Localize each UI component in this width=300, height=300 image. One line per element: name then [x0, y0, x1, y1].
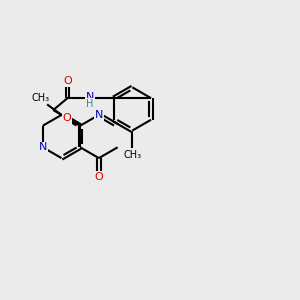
Text: CH₃: CH₃ — [32, 93, 50, 103]
Text: N: N — [86, 92, 94, 102]
Text: O: O — [63, 76, 72, 86]
Text: CH₃: CH₃ — [123, 149, 141, 160]
Text: O: O — [94, 172, 103, 182]
Text: N: N — [39, 142, 47, 152]
Text: N: N — [95, 110, 103, 120]
Text: O: O — [62, 113, 71, 123]
Text: H: H — [86, 99, 94, 109]
